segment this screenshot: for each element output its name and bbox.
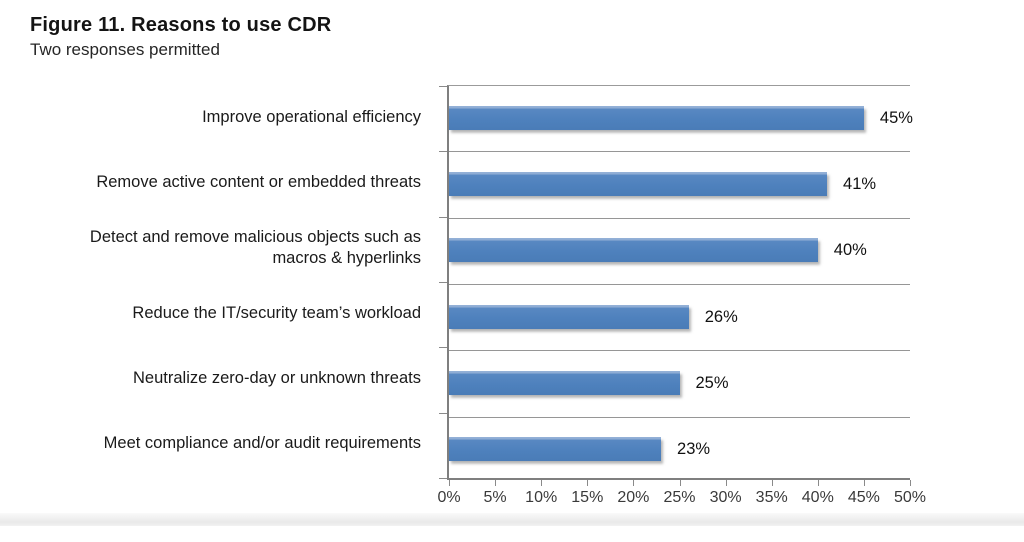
value-axis-tick <box>863 480 865 486</box>
value-axis-tick-label: 0% <box>437 489 461 506</box>
value-axis-tick <box>771 480 773 486</box>
figure-subtitle: Two responses permitted <box>30 40 220 59</box>
bar <box>449 437 662 462</box>
category-label-line: Meet compliance and/or audit requirement… <box>103 434 421 453</box>
value-axis-tick-label: 40% <box>801 489 834 506</box>
value-label: 23% <box>677 440 711 459</box>
chart-row: 25% <box>449 351 910 418</box>
category-axis-tick <box>439 478 447 479</box>
value-axis-tick-label: 15% <box>571 489 604 506</box>
value-axis-tick <box>633 480 635 486</box>
category-label-line: Reduce the IT/security team’s workload <box>132 303 421 322</box>
plot-area: 45% 41% 40% 26% 25% 23% 0% 5% 10% 15% 20% 25% 30% 35%… <box>437 85 926 506</box>
value-axis-tick <box>679 480 681 486</box>
value-axis-tick-label: 25% <box>663 489 696 506</box>
value-axis-tick <box>495 480 497 486</box>
value-axis-tick <box>910 480 911 486</box>
chart-row: 45% <box>449 86 913 153</box>
category-label: Improve operational efficiency <box>24 85 434 150</box>
category-label-line: macros & hyperlinks <box>272 249 421 268</box>
category-axis-tick <box>439 86 447 87</box>
category-label: Neutralize zero-day or unknown threats <box>24 346 434 411</box>
value-axis-tick-label: 30% <box>709 489 742 506</box>
value-axis-tick-label: 50% <box>893 489 927 506</box>
value-axis-tick <box>817 480 819 486</box>
category-label: Reduce the IT/security team’s workload <box>24 281 434 346</box>
bar <box>449 172 828 197</box>
bar <box>449 304 689 329</box>
chart-row: 26% <box>449 285 910 352</box>
category-label: Detect and remove malicious objects such… <box>24 216 434 281</box>
category-label: Meet compliance and/or audit requirement… <box>24 412 434 477</box>
value-axis-tick <box>541 480 543 486</box>
chart-row: 40% <box>449 219 910 285</box>
value-axis-tick <box>449 480 450 486</box>
category-axis-labels: Improve operational efficiency Remove act… <box>24 85 434 477</box>
figure-title: Figure 11. Reasons to use CDR <box>30 14 332 36</box>
category-axis-tick <box>439 216 447 218</box>
category-label-line: Improve operational efficiency <box>202 107 421 126</box>
value-label: 26% <box>704 307 738 326</box>
category-label-line: Neutralize zero-day or unknown threats <box>133 369 421 388</box>
value-axis-tick <box>725 480 727 486</box>
category-axis-tick <box>439 347 447 349</box>
value-label: 40% <box>833 241 867 260</box>
value-axis-tick-label: 5% <box>483 489 507 506</box>
value-label: 25% <box>695 374 729 393</box>
category-label: Remove active content or embedded threat… <box>24 150 434 215</box>
value-axis-tick-label: 35% <box>755 489 788 506</box>
value-axis-tick <box>587 480 589 486</box>
bar <box>449 371 680 396</box>
category-label-line: Remove active content or embedded threat… <box>96 173 421 192</box>
value-label: 45% <box>879 108 913 127</box>
value-axis-tick-label: 20% <box>617 489 650 506</box>
bar <box>449 105 864 130</box>
value-label: 41% <box>843 175 877 194</box>
value-axis-tick-label: 10% <box>525 489 558 506</box>
chart-row: 41% <box>449 152 910 219</box>
category-axis-tick <box>439 412 447 414</box>
value-axis-tick-label: 45% <box>847 489 880 506</box>
bottom-edge-divider <box>0 513 1024 526</box>
chart-row: 23% <box>449 418 910 483</box>
category-axis-tick <box>439 151 447 153</box>
bar <box>449 238 818 263</box>
category-axis-tick <box>439 282 447 283</box>
category-label-line: Detect and remove malicious objects such… <box>89 227 421 246</box>
